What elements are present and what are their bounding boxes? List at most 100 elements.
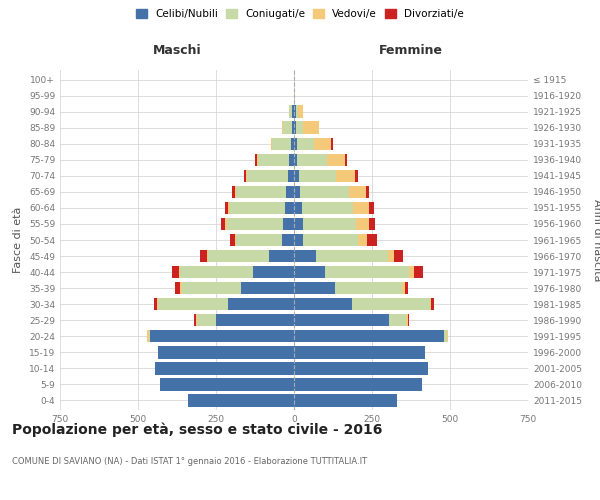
Bar bbox=[294, 362, 428, 374]
Text: Maschi: Maschi bbox=[152, 44, 202, 58]
Y-axis label: Fasce di età: Fasce di età bbox=[13, 207, 23, 273]
Bar bbox=[236, 234, 281, 246]
Bar bbox=[208, 250, 269, 262]
Bar bbox=[297, 138, 314, 150]
Bar bbox=[414, 266, 424, 278]
Bar bbox=[336, 170, 355, 182]
Bar bbox=[294, 234, 304, 246]
Bar bbox=[327, 154, 346, 166]
Bar bbox=[296, 106, 298, 118]
Bar bbox=[369, 202, 374, 214]
Bar bbox=[158, 298, 229, 310]
Bar bbox=[304, 234, 358, 246]
Bar bbox=[235, 234, 236, 246]
Bar bbox=[296, 122, 304, 134]
Bar bbox=[331, 138, 333, 150]
Bar bbox=[294, 394, 397, 406]
Bar bbox=[148, 330, 149, 342]
Bar bbox=[232, 186, 235, 198]
Bar bbox=[158, 346, 294, 358]
Bar bbox=[294, 170, 299, 182]
Bar bbox=[272, 138, 291, 150]
Bar bbox=[255, 154, 257, 166]
Bar bbox=[325, 266, 409, 278]
Bar bbox=[369, 218, 375, 230]
Y-axis label: Anni di nascita: Anni di nascita bbox=[592, 198, 600, 281]
Bar bbox=[155, 362, 294, 374]
Bar bbox=[294, 218, 304, 230]
Bar bbox=[229, 298, 294, 310]
Bar bbox=[160, 378, 294, 390]
Bar bbox=[366, 186, 369, 198]
Bar bbox=[257, 154, 258, 166]
Bar bbox=[430, 298, 431, 310]
Bar bbox=[294, 202, 302, 214]
Bar bbox=[281, 122, 283, 134]
Bar bbox=[226, 218, 227, 230]
Bar bbox=[289, 154, 294, 166]
Bar bbox=[197, 314, 216, 326]
Bar bbox=[353, 202, 369, 214]
Bar bbox=[346, 154, 347, 166]
Bar bbox=[294, 282, 335, 294]
Bar bbox=[151, 330, 294, 342]
Bar bbox=[294, 154, 297, 166]
Bar bbox=[182, 282, 241, 294]
Bar bbox=[294, 250, 316, 262]
Text: Femmine: Femmine bbox=[379, 44, 443, 58]
Bar bbox=[294, 378, 422, 390]
Bar bbox=[294, 90, 295, 102]
Bar bbox=[304, 122, 319, 134]
Bar bbox=[229, 202, 230, 214]
Bar bbox=[431, 298, 434, 310]
Bar bbox=[294, 106, 296, 118]
Bar bbox=[206, 250, 208, 262]
Bar bbox=[294, 266, 325, 278]
Bar bbox=[194, 314, 196, 326]
Bar bbox=[230, 234, 235, 246]
Bar bbox=[294, 138, 297, 150]
Bar bbox=[175, 282, 180, 294]
Text: Popolazione per età, sesso e stato civile - 2016: Popolazione per età, sesso e stato civil… bbox=[12, 422, 382, 437]
Bar bbox=[216, 314, 294, 326]
Bar bbox=[179, 266, 180, 278]
Bar bbox=[283, 218, 294, 230]
Bar bbox=[294, 346, 425, 358]
Bar bbox=[409, 266, 414, 278]
Bar bbox=[349, 186, 366, 198]
Bar bbox=[292, 122, 294, 134]
Bar bbox=[235, 186, 236, 198]
Bar bbox=[292, 106, 294, 118]
Bar bbox=[289, 106, 292, 118]
Bar bbox=[302, 202, 353, 214]
Bar bbox=[241, 282, 294, 294]
Bar bbox=[389, 314, 406, 326]
Legend: Celibi/Nubili, Coniugati/e, Vedovi/e, Divorziati/e: Celibi/Nubili, Coniugati/e, Vedovi/e, Di… bbox=[132, 5, 468, 24]
Bar bbox=[226, 202, 229, 214]
Bar bbox=[236, 186, 286, 198]
Bar bbox=[180, 282, 182, 294]
Bar bbox=[196, 314, 197, 326]
Bar bbox=[247, 170, 288, 182]
Bar bbox=[200, 250, 206, 262]
Bar bbox=[291, 138, 294, 150]
Bar bbox=[335, 282, 401, 294]
Bar bbox=[294, 298, 352, 310]
Text: COMUNE DI SAVIANO (NA) - Dati ISTAT 1° gennaio 2016 - Elaborazione TUTTITALIA.IT: COMUNE DI SAVIANO (NA) - Dati ISTAT 1° g… bbox=[12, 458, 367, 466]
Bar bbox=[172, 266, 179, 278]
Bar bbox=[221, 218, 226, 230]
Bar bbox=[281, 234, 294, 246]
Bar bbox=[230, 202, 284, 214]
Bar bbox=[157, 298, 158, 310]
Bar bbox=[227, 218, 283, 230]
Bar bbox=[300, 186, 349, 198]
Bar bbox=[258, 154, 289, 166]
Bar bbox=[367, 234, 377, 246]
Bar bbox=[406, 314, 408, 326]
Bar bbox=[316, 250, 388, 262]
Bar bbox=[294, 330, 444, 342]
Bar bbox=[297, 154, 327, 166]
Bar bbox=[283, 122, 292, 134]
Bar bbox=[444, 330, 447, 342]
Bar bbox=[394, 250, 403, 262]
